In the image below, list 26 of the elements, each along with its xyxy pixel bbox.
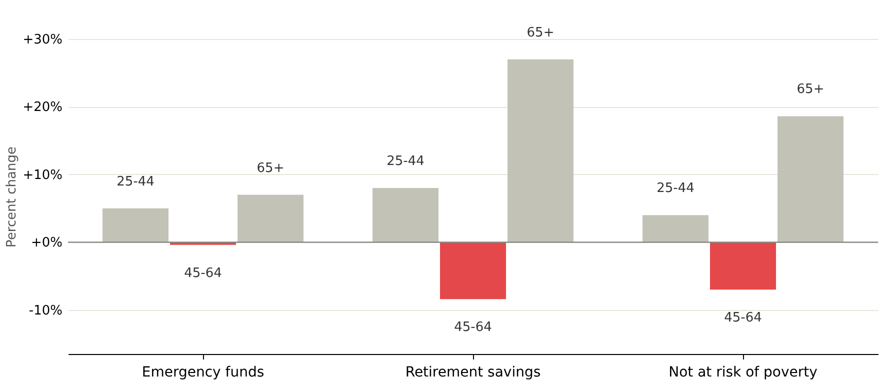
bar — [642, 215, 708, 242]
bar — [710, 242, 776, 290]
y-tick-label: +0% — [30, 236, 62, 251]
text: 65+ — [796, 82, 824, 98]
x-tick-label: Not at risk of poverty — [668, 364, 818, 380]
text: 45-64 — [454, 320, 492, 336]
x-tick-label: Retirement savings — [405, 364, 541, 380]
bar — [508, 59, 574, 242]
y-axis-title: Percent change — [4, 146, 20, 248]
bar — [372, 188, 438, 242]
text: 45-64 — [724, 310, 762, 326]
bar — [778, 116, 844, 242]
series-label: 65+ — [256, 160, 284, 176]
bar — [440, 242, 506, 300]
y-tick-label: -10% — [28, 303, 62, 318]
y-tick-label: +10% — [22, 168, 62, 183]
series-label: 45-64 — [184, 266, 222, 281]
text: 25-44 — [386, 154, 424, 170]
x-tick-label: Emergency funds — [142, 364, 264, 380]
bar — [102, 208, 168, 242]
series-label: 25-44 — [116, 174, 154, 190]
text: 65+ — [526, 25, 554, 40]
bar — [238, 194, 304, 242]
y-tick-label: +30% — [22, 32, 62, 48]
y-tick-label: +20% — [22, 100, 62, 116]
text: 25-44 — [656, 181, 694, 196]
